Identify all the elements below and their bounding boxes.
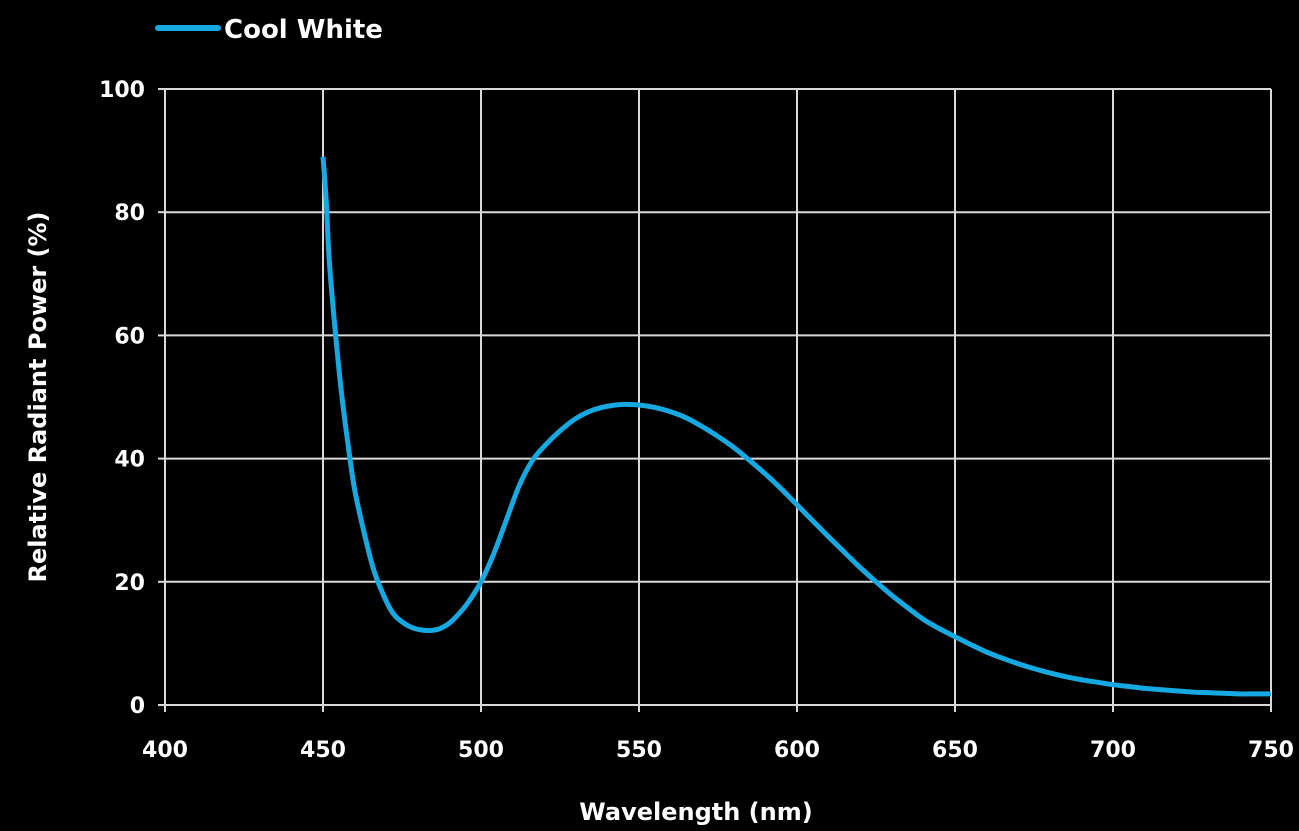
y-axis-title: Relative Radiant Power (%) [24,211,52,582]
series-layer [320,156,1271,697]
legend-label-cool-white: Cool White [224,15,383,45]
x-tick-label-450: 450 [300,738,346,763]
y-tick-label-20: 20 [114,571,145,596]
y-tick-label-80: 80 [114,201,145,226]
legend: Cool White [155,15,383,45]
x-tick-label-650: 650 [932,738,978,763]
x-tick-label-400: 400 [142,738,188,763]
y-tick-label-0: 0 [130,694,145,719]
y-tick-label-100: 100 [99,78,145,103]
y-tick-labels: 0 20 40 60 80 100 [99,78,145,719]
x-tick-label-600: 600 [774,738,820,763]
x-tick-label-500: 500 [458,738,504,763]
y-tick-label-40: 40 [114,448,145,473]
y-tick-label-60: 60 [114,324,145,349]
x-tick-label-700: 700 [1090,738,1136,763]
x-tick-label-750: 750 [1248,738,1294,763]
x-axis-title: Wavelength (nm) [579,798,812,826]
x-tick-label-550: 550 [616,738,662,763]
grid-lines [165,88,1272,705]
series-line-0 [320,156,1271,697]
x-tick-labels: 400 450 500 550 600 650 700 750 [142,738,1294,763]
axes [158,88,1272,712]
